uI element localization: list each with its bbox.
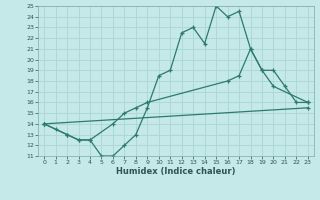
X-axis label: Humidex (Indice chaleur): Humidex (Indice chaleur)	[116, 167, 236, 176]
